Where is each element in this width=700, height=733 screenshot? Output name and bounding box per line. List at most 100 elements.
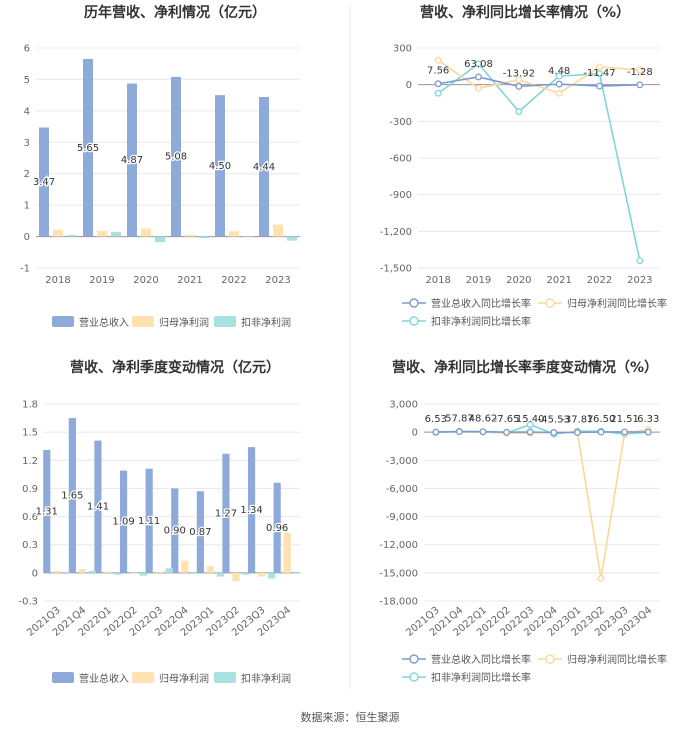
legend-swatch-2: [132, 672, 154, 683]
y-tick-label: 300: [393, 44, 412, 55]
bar-3: [293, 572, 301, 574]
bar-data-label: 1.65: [61, 490, 83, 501]
bar-data-label: 4.50: [209, 161, 231, 172]
bar-1: [273, 482, 281, 573]
bar-1: [39, 127, 49, 237]
line-data-label: 6.33: [637, 414, 659, 425]
bar-1: [127, 83, 137, 237]
legend-marker-3: [409, 316, 419, 326]
y-tick-label: -1,500: [380, 264, 412, 275]
legend-label-3: 扣非净利润同比增长率: [431, 671, 531, 684]
bar-2: [229, 231, 239, 237]
line-data-label: 16.50: [587, 414, 616, 425]
bar-2: [97, 230, 107, 237]
bar-1: [68, 418, 76, 573]
bar-data-label: 1.27: [215, 508, 237, 519]
y-tick-label: 0.3: [22, 540, 38, 551]
y-tick-label: 0.9: [22, 484, 38, 495]
bar-2: [104, 571, 112, 573]
legend-label-2: 归母净利润同比增长率: [567, 653, 667, 666]
y-tick-label: 0: [412, 428, 418, 439]
legend-swatch-2: [132, 316, 154, 327]
x-tick-label: 2022: [221, 275, 246, 286]
bar-3: [67, 235, 77, 237]
chart-title: 营收、净利同比增长率季度变动情况（%）: [392, 359, 658, 376]
x-tick-label: 2021: [177, 275, 202, 286]
y-tick-label: 5: [24, 75, 30, 86]
y-tick-label: -1: [20, 264, 30, 275]
line-data-label: 4.48: [548, 66, 570, 77]
legend-label-2: 归母净利润: [159, 672, 209, 685]
series-point-3: [515, 108, 523, 116]
y-tick-label: 0: [32, 568, 38, 579]
chart-4: 营收、净利同比增长率季度变动情况（%） 3,000 0 -3,000 -6,000 -9,…: [379, 359, 667, 684]
bar-2: [141, 228, 151, 237]
y-tick-label: -1,200: [380, 227, 412, 238]
series-point-3: [475, 60, 482, 68]
bar-data-label: 4.87: [121, 155, 143, 166]
series-point-1: [515, 82, 523, 90]
legend-swatch-3: [214, 672, 236, 683]
bar-3: [216, 572, 225, 577]
x-tick-label: 2021: [546, 275, 571, 286]
series-point-1: [596, 82, 603, 90]
bar-2: [155, 571, 163, 573]
y-tick-label: 1.8: [22, 400, 38, 411]
y-tick-label: -300: [389, 117, 412, 128]
y-tick-label: 0: [406, 80, 412, 91]
bar-3: [268, 572, 276, 579]
y-tick-label: 0.6: [22, 512, 38, 523]
series-point-3: [555, 72, 563, 80]
series-point-3: [526, 421, 534, 429]
bar-3: [140, 572, 148, 576]
bar-2: [53, 570, 61, 573]
series-line-2: [437, 59, 640, 95]
x-tick-label: 2020: [133, 275, 158, 286]
legend-marker-2: [545, 298, 555, 308]
bar-1: [94, 440, 102, 573]
bar-2: [53, 229, 63, 237]
bar-1: [145, 468, 153, 573]
series-point-1: [621, 428, 629, 436]
y-tick-label: 3: [24, 138, 30, 149]
legend-label-3: 扣非净利润: [241, 316, 291, 329]
series-point-1: [555, 80, 563, 88]
legend-marker-2: [545, 654, 555, 664]
legend: 营业总收入 归母净利润 扣非净利润: [52, 672, 291, 685]
bar-2: [232, 572, 240, 582]
y-tick-label: -12,000: [379, 540, 418, 551]
series-point-1: [503, 428, 511, 436]
x-tick-label: 2019: [89, 275, 114, 286]
bar-1: [171, 488, 179, 573]
line-data-label: 48.62: [469, 414, 498, 425]
line-data-label: 6.53: [425, 414, 447, 425]
series-line-1: [435, 430, 649, 434]
series-point-3: [434, 89, 442, 97]
series-point-2: [596, 63, 603, 71]
line-data-label: 57.87: [445, 414, 474, 425]
bar-data-label: 3.47: [33, 177, 55, 188]
line-data-label: 21.51: [610, 414, 639, 425]
bar-2: [78, 569, 86, 573]
y-tick-label: -600: [389, 154, 412, 165]
x-tick-label: 2019: [466, 275, 491, 286]
legend-swatch-1: [52, 672, 74, 683]
series-point-2: [475, 84, 482, 92]
bar-data-label: 5.65: [77, 143, 99, 154]
y-tick-label: 3,000: [389, 400, 418, 411]
y-tick-label: -0.3: [18, 597, 38, 608]
y-tick-label: -6,000: [386, 484, 418, 495]
chart-3: 营收、净利季度变动情况（亿元）-0.300.30.60.91.21.51.820…: [18, 359, 301, 685]
bar-1: [259, 97, 269, 237]
series-point-3: [596, 70, 603, 78]
y-tick-label: 4: [24, 106, 30, 117]
bar-3: [155, 236, 165, 243]
chart-title: 营收、净利同比增长率情况（%）: [420, 4, 630, 21]
series-point-1: [526, 428, 534, 436]
bar-data-label: 1.41: [87, 502, 109, 513]
legend-label-3: 扣非净利润同比增长率: [431, 315, 531, 328]
y-tick-label: 2: [24, 169, 30, 180]
